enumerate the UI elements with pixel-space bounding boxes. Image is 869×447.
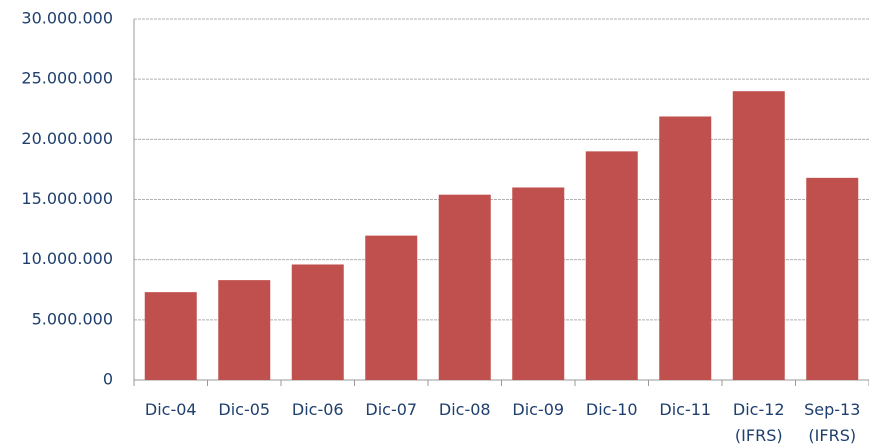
y-tick-label: 10.000.000 bbox=[21, 249, 113, 268]
x-tick-label: Dic-08 bbox=[439, 400, 491, 419]
x-tick-label: Dic-10 bbox=[586, 400, 638, 419]
y-tick-label: 25.000.000 bbox=[21, 69, 113, 88]
y-tick-label: 5.000.000 bbox=[32, 309, 113, 328]
x-tick-label: Dic-05 bbox=[218, 400, 270, 419]
y-tick-label: 30.000.000 bbox=[21, 9, 113, 28]
x-tick-label: Dic-07 bbox=[365, 400, 417, 419]
x-tick-label: Dic-04 bbox=[145, 400, 197, 419]
y-tick-label: 0 bbox=[103, 370, 113, 389]
x-tick-label: Dic-09 bbox=[512, 400, 564, 419]
y-tick-label: 15.000.000 bbox=[21, 189, 113, 208]
x-tick-label: Dic-12 (IFRS) bbox=[733, 400, 785, 445]
bar bbox=[732, 91, 785, 380]
bar bbox=[806, 177, 859, 380]
bar bbox=[218, 280, 271, 380]
bar bbox=[438, 194, 491, 380]
bar bbox=[659, 116, 712, 380]
bar bbox=[585, 151, 638, 380]
y-tick-label: 20.000.000 bbox=[21, 129, 113, 148]
bar bbox=[512, 187, 565, 380]
x-tick-label: Dic-06 bbox=[292, 400, 344, 419]
x-tick-label: Dic-11 bbox=[659, 400, 711, 419]
bar bbox=[144, 292, 197, 380]
bar bbox=[365, 235, 418, 380]
bar bbox=[291, 264, 344, 380]
x-tick-label: Sep-13 (IFRS) bbox=[804, 400, 860, 445]
